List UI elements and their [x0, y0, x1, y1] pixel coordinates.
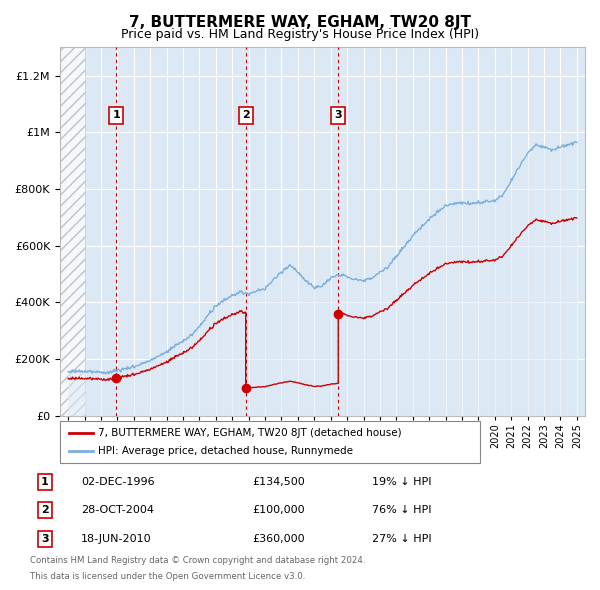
Text: 18-JUN-2010: 18-JUN-2010	[81, 534, 152, 543]
Text: 76% ↓ HPI: 76% ↓ HPI	[372, 506, 431, 515]
Text: Price paid vs. HM Land Registry's House Price Index (HPI): Price paid vs. HM Land Registry's House …	[121, 28, 479, 41]
Text: 1: 1	[41, 477, 49, 487]
Text: 1: 1	[112, 110, 120, 120]
Text: 2: 2	[242, 110, 250, 120]
Text: HPI: Average price, detached house, Runnymede: HPI: Average price, detached house, Runn…	[98, 446, 353, 456]
Text: 3: 3	[41, 534, 49, 543]
Text: 28-OCT-2004: 28-OCT-2004	[81, 506, 154, 515]
Text: Contains HM Land Registry data © Crown copyright and database right 2024.: Contains HM Land Registry data © Crown c…	[30, 556, 365, 565]
Text: 02-DEC-1996: 02-DEC-1996	[81, 477, 155, 487]
Text: 2: 2	[41, 506, 49, 515]
Text: £134,500: £134,500	[252, 477, 305, 487]
Text: 27% ↓ HPI: 27% ↓ HPI	[372, 534, 431, 543]
Text: £100,000: £100,000	[252, 506, 305, 515]
Bar	[60, 47, 85, 416]
Text: 19% ↓ HPI: 19% ↓ HPI	[372, 477, 431, 487]
Text: 3: 3	[334, 110, 342, 120]
Text: 7, BUTTERMERE WAY, EGHAM, TW20 8JT: 7, BUTTERMERE WAY, EGHAM, TW20 8JT	[129, 15, 471, 30]
Text: 7, BUTTERMERE WAY, EGHAM, TW20 8JT (detached house): 7, BUTTERMERE WAY, EGHAM, TW20 8JT (deta…	[98, 428, 401, 438]
Text: This data is licensed under the Open Government Licence v3.0.: This data is licensed under the Open Gov…	[30, 572, 305, 581]
Text: £360,000: £360,000	[252, 534, 305, 543]
